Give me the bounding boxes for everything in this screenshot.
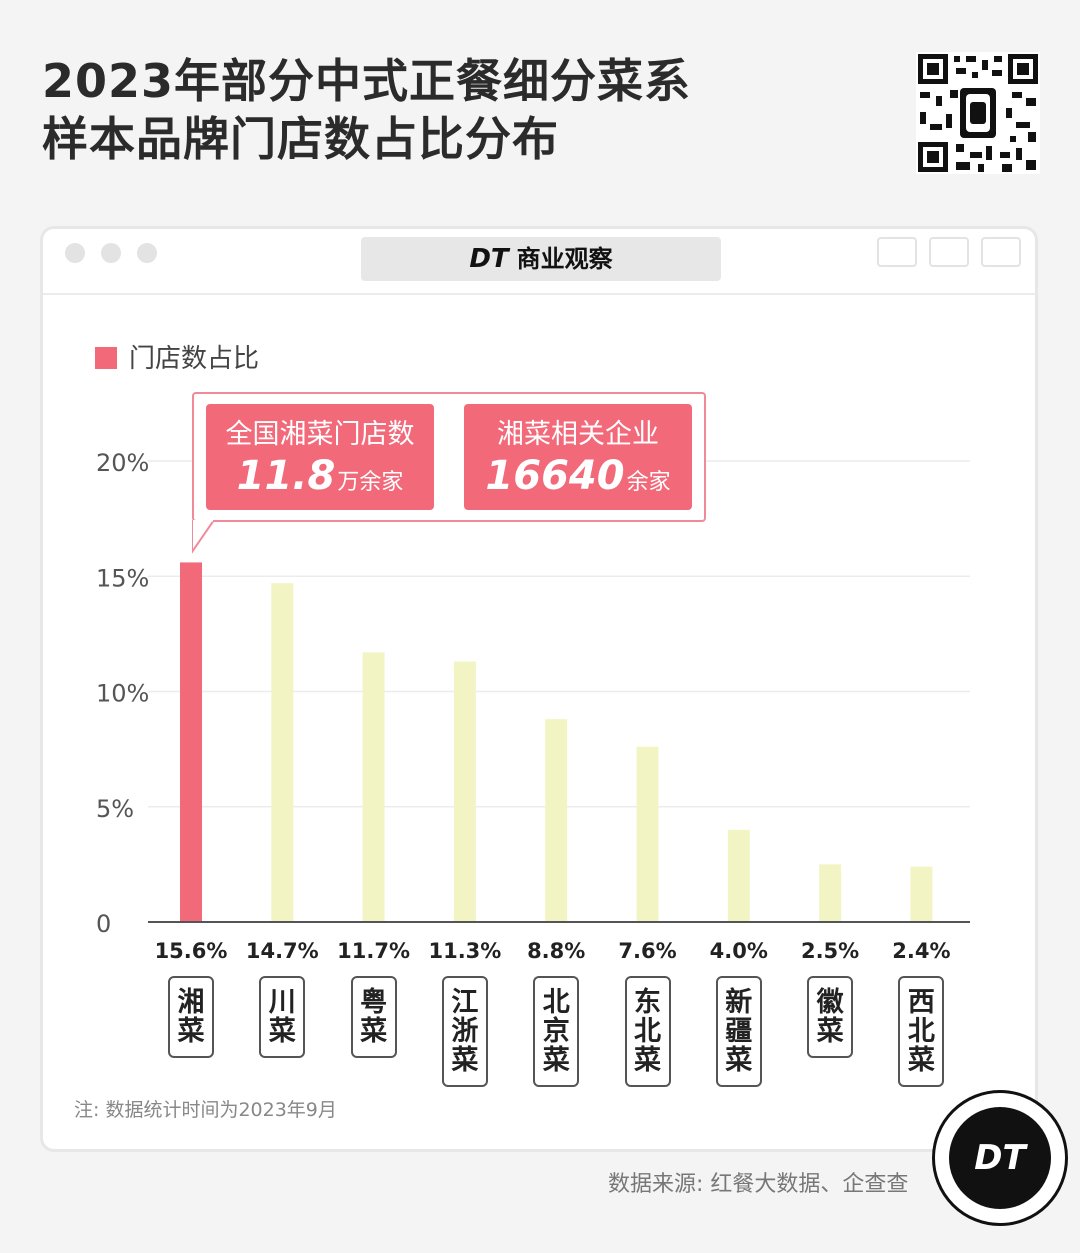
category-label: 徽菜 [807, 976, 854, 1058]
stat-company-count-unit: 余家 [626, 470, 671, 495]
data-source: 数据来源: 红餐大数据、企查查 [608, 1172, 909, 1197]
dt-logo-text: DT [949, 1107, 1051, 1209]
legend-label: 门店数占比 [129, 344, 260, 374]
brand-name: 商业观察 [516, 245, 613, 273]
qr-code-icon [916, 52, 1040, 174]
category-label: 北京菜 [533, 976, 580, 1087]
footnote: 注: 数据统计时间为2023年9月 [74, 1099, 337, 1121]
category-label: 西北菜 [898, 976, 945, 1087]
category-label: 粤菜 [350, 976, 397, 1058]
legend: 门店数占比 [95, 342, 259, 376]
window-title-bar: DT 商业观察 [361, 237, 721, 281]
callout-pointer [192, 520, 216, 554]
window-close-dot [65, 243, 85, 263]
copy-icon [981, 237, 1021, 267]
title-line-2: 样本品牌门店数占比分布 [42, 112, 559, 166]
share-icon [929, 237, 969, 267]
dt-logo: DT [932, 1090, 1068, 1226]
stat-company-count-value: 16640 [485, 453, 625, 499]
stat-store-count-label: 全国湘菜门店数 [225, 419, 415, 450]
category-label: 川菜 [259, 976, 306, 1058]
brand-mark: DT [469, 244, 509, 274]
window-minimize-dot [101, 243, 121, 263]
stat-company-count: 湘菜相关企业 16640余家 [464, 404, 692, 510]
callout-box: 全国湘菜门店数 11.8万余家 湘菜相关企业 16640余家 [192, 392, 706, 522]
chart-title: 2023年部分中式正餐细分菜系 样本品牌门店数占比分布 [42, 52, 691, 168]
window-maximize-dot [137, 243, 157, 263]
category-label: 新疆菜 [715, 976, 762, 1087]
stat-store-count-value: 11.8 [236, 453, 336, 499]
category-label: 东北菜 [624, 976, 671, 1087]
stat-store-count: 全国湘菜门店数 11.8万余家 [206, 404, 434, 510]
window-header: DT 商业观察 [43, 229, 1035, 295]
category-label: 湘菜 [168, 976, 214, 1058]
record-icon [877, 237, 917, 267]
title-line-1: 2023年部分中式正餐细分菜系 [42, 54, 692, 108]
legend-swatch [95, 346, 117, 369]
stat-store-count-unit: 万余家 [337, 470, 404, 495]
stat-company-count-label: 湘菜相关企业 [497, 419, 659, 450]
category-label: 江浙菜 [441, 976, 488, 1087]
